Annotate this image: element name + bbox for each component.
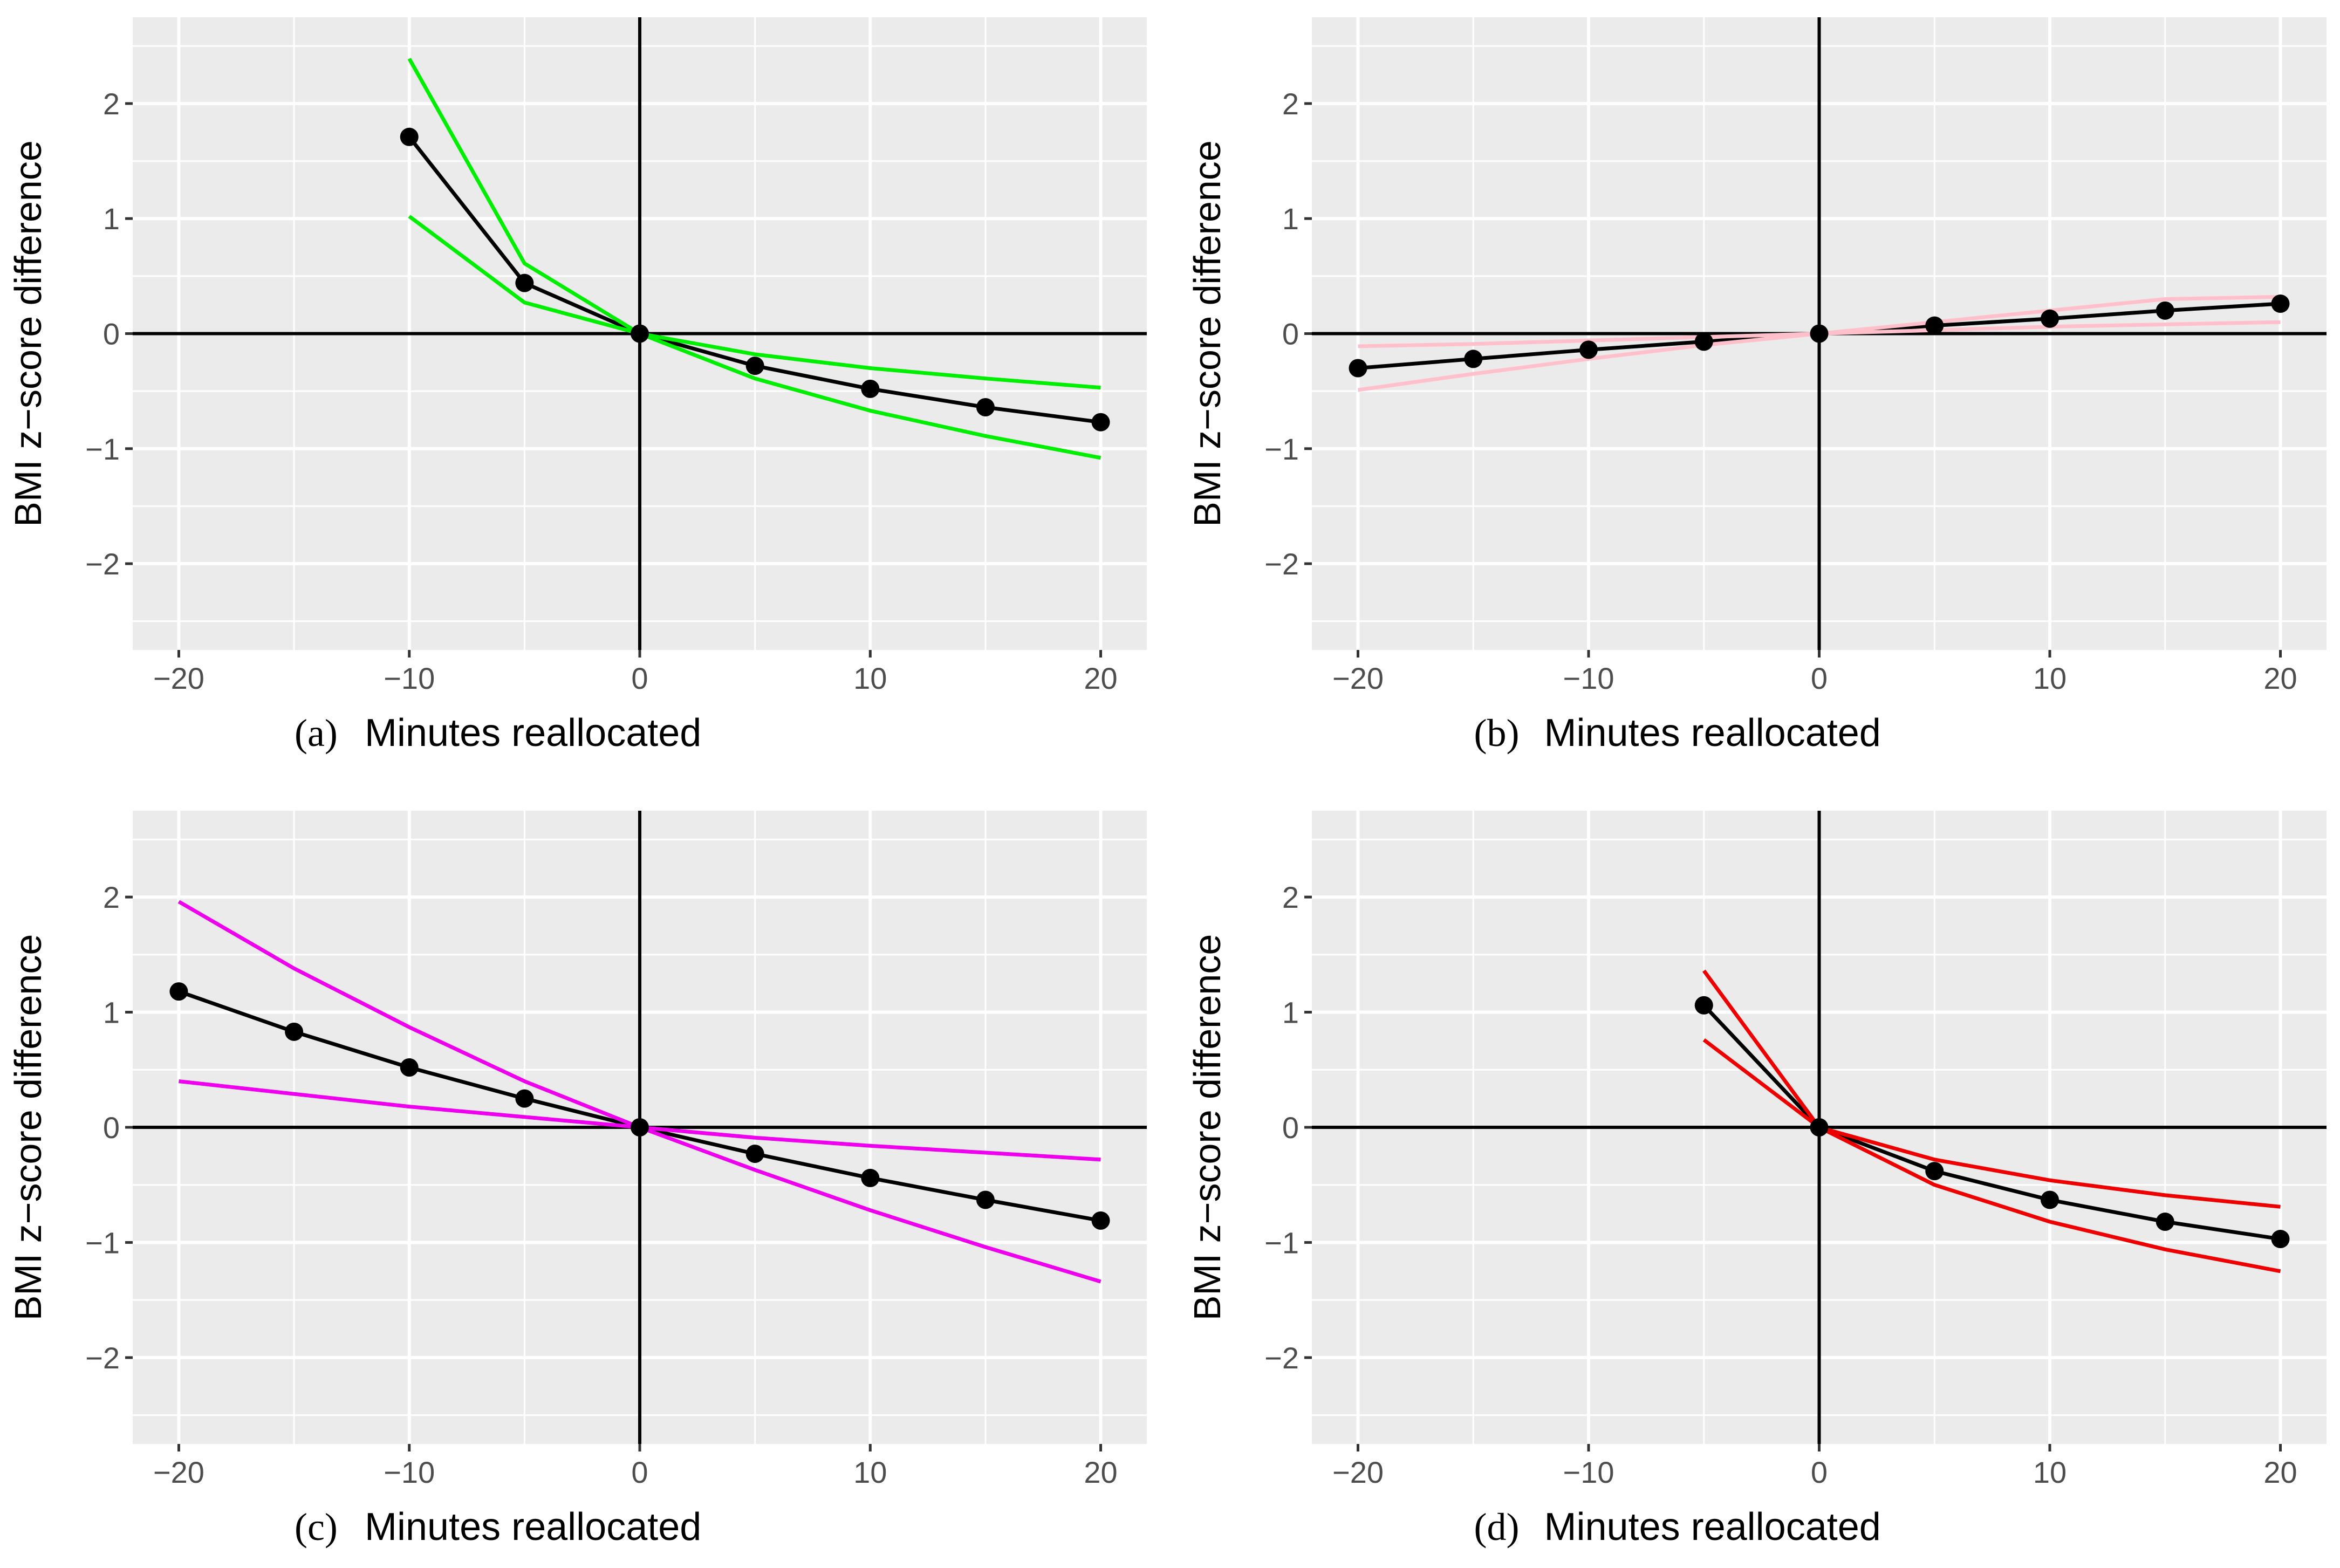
data-point bbox=[976, 398, 995, 416]
y-tick-label: −2 bbox=[85, 547, 120, 581]
y-tick-label: 0 bbox=[1282, 1111, 1299, 1145]
data-point bbox=[2041, 1190, 2059, 1209]
data-point bbox=[1349, 359, 1367, 378]
y-tick-label: −2 bbox=[1264, 547, 1299, 581]
series-line-upper bbox=[1702, 969, 2281, 1209]
x-axis-label: Minutes reallocated bbox=[365, 711, 701, 755]
data-point bbox=[2271, 1230, 2290, 1249]
y-tick-label: 2 bbox=[103, 87, 120, 121]
data-point bbox=[285, 1022, 304, 1041]
data-point bbox=[1091, 1211, 1110, 1230]
x-tick-label: −10 bbox=[384, 661, 435, 695]
x-tick-label: 0 bbox=[631, 661, 648, 695]
y-tick-label: 2 bbox=[1282, 880, 1299, 914]
x-tick-label: 10 bbox=[2033, 1455, 2067, 1489]
data-point bbox=[861, 1168, 880, 1187]
x-tick-label: −20 bbox=[153, 661, 204, 695]
x-tick-label: −10 bbox=[1563, 661, 1614, 695]
data-point bbox=[631, 324, 649, 343]
panel-label: (b) bbox=[1474, 711, 1520, 755]
y-tick-label: 1 bbox=[103, 202, 120, 236]
y-axis-label: BMI z−score difference bbox=[1186, 934, 1228, 1321]
x-tick-label: 20 bbox=[2263, 661, 2297, 695]
x-tick-label: 10 bbox=[853, 1455, 887, 1489]
data-point bbox=[400, 1058, 419, 1077]
y-axis-label: BMI z−score difference bbox=[7, 140, 49, 527]
y-tick-label: 1 bbox=[103, 996, 120, 1030]
data-point bbox=[745, 1145, 764, 1163]
y-tick-label: 1 bbox=[1282, 202, 1299, 236]
series-line-lower bbox=[408, 215, 1101, 460]
x-tick-label: −10 bbox=[1563, 1455, 1614, 1489]
y-tick-label: 0 bbox=[1282, 317, 1299, 351]
x-axis-label: Minutes reallocated bbox=[1544, 711, 1881, 755]
panel-label: (d) bbox=[1474, 1505, 1520, 1549]
data-point bbox=[976, 1190, 995, 1209]
y-tick-label: 2 bbox=[1282, 87, 1299, 121]
data-point bbox=[1464, 350, 1483, 368]
series-line-upper bbox=[407, 58, 1101, 390]
x-tick-label: 20 bbox=[1084, 661, 1117, 695]
data-point bbox=[745, 357, 764, 375]
data-point bbox=[1810, 1118, 1829, 1136]
x-tick-label: −20 bbox=[153, 1455, 204, 1489]
x-tick-label: −20 bbox=[1332, 1455, 1384, 1489]
data-point bbox=[1579, 340, 1598, 359]
y-tick-label: −1 bbox=[1264, 1225, 1299, 1259]
x-axis-label: Minutes reallocated bbox=[1544, 1505, 1881, 1549]
data-point bbox=[515, 273, 534, 292]
y-tick-label: 0 bbox=[103, 1111, 120, 1145]
x-tick-label: −20 bbox=[1332, 661, 1384, 695]
x-tick-label: 0 bbox=[1811, 1455, 1828, 1489]
series-line-lower bbox=[1702, 1038, 2281, 1273]
y-tick-label: 2 bbox=[103, 880, 120, 914]
data-point bbox=[1694, 332, 1713, 351]
data-point bbox=[2156, 1213, 2174, 1231]
data-point bbox=[1091, 413, 1110, 432]
y-tick-label: −2 bbox=[1264, 1341, 1299, 1375]
y-tick-label: 1 bbox=[1282, 996, 1299, 1030]
x-tick-label: 20 bbox=[1084, 1455, 1117, 1489]
data-point bbox=[861, 379, 880, 398]
x-tick-label: 10 bbox=[2033, 661, 2067, 695]
x-tick-label: 20 bbox=[2263, 1455, 2297, 1489]
data-point bbox=[2156, 301, 2174, 320]
x-tick-label: 0 bbox=[631, 1455, 648, 1489]
data-point bbox=[1810, 324, 1829, 343]
data-point bbox=[631, 1118, 649, 1136]
panel-label: (c) bbox=[295, 1505, 338, 1549]
series-line-estimate bbox=[1702, 1004, 2281, 1241]
data-point bbox=[2271, 295, 2290, 313]
data-point bbox=[1925, 1162, 1944, 1181]
x-tick-label: 0 bbox=[1811, 661, 1828, 695]
y-tick-label: −1 bbox=[1264, 432, 1299, 466]
y-tick-label: 0 bbox=[103, 317, 120, 351]
data-point bbox=[2041, 309, 2059, 328]
panel-label: (a) bbox=[295, 711, 338, 755]
x-tick-label: −10 bbox=[384, 1455, 435, 1489]
y-axis-label: BMI z−score difference bbox=[7, 934, 49, 1321]
y-tick-label: −2 bbox=[85, 1341, 120, 1375]
y-tick-label: −1 bbox=[85, 1225, 120, 1259]
y-axis-label: BMI z−score difference bbox=[1186, 140, 1228, 527]
data-point bbox=[1694, 996, 1713, 1015]
data-point bbox=[515, 1089, 534, 1108]
y-tick-label: −1 bbox=[85, 432, 120, 466]
x-tick-label: 10 bbox=[853, 661, 887, 695]
data-point bbox=[400, 127, 419, 146]
data-point bbox=[1925, 316, 1944, 335]
data-point bbox=[169, 982, 188, 1001]
x-axis-label: Minutes reallocated bbox=[365, 1505, 701, 1549]
